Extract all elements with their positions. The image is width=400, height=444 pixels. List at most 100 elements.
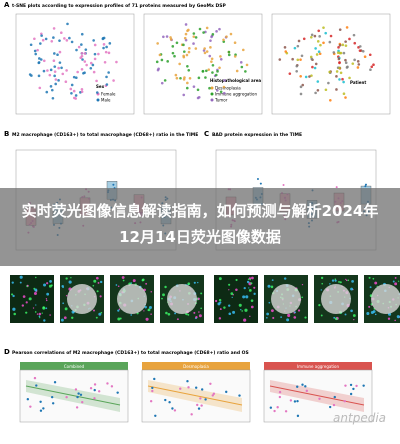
scatter-dot (70, 91, 73, 95)
fluor-spot (397, 280, 400, 282)
scatter-dot (188, 76, 192, 80)
scatter-dot (240, 65, 244, 69)
fluor-spot (97, 281, 100, 284)
point (168, 401, 171, 404)
scatter-dot (372, 63, 375, 67)
scatter-dot (80, 32, 84, 36)
scatter-dot (322, 41, 325, 45)
plot-frame (271, 13, 391, 115)
scatter-dot (60, 66, 63, 70)
scatter-dot (370, 65, 374, 69)
point (77, 392, 80, 395)
overlay-title: 实时荧光图像信息解读指南，如何预测与解析2024年 (22, 202, 379, 220)
fluor-spot (223, 306, 226, 309)
scatter-dot (80, 88, 84, 91)
scatter-dot (317, 29, 321, 33)
scatter-dot (83, 71, 86, 75)
facet-label: Desmoplasia (183, 364, 209, 369)
fluor-spot (344, 313, 347, 316)
point (344, 384, 347, 387)
fluor-spot (243, 318, 247, 322)
scatter-dot (108, 42, 112, 45)
scatter-dot (198, 27, 202, 31)
facet-header (20, 362, 128, 370)
scatter-dot (187, 50, 191, 54)
fluor-spot (329, 283, 331, 285)
scatter-dot (235, 69, 239, 73)
scatter-dot (105, 45, 108, 49)
fluor-spot (249, 315, 251, 318)
scatter-dot (65, 69, 68, 72)
scatter-dot (173, 54, 176, 58)
point (93, 397, 96, 400)
scatter-dot (53, 74, 56, 78)
fluor-spot (12, 307, 16, 311)
scatter-dot (314, 62, 318, 66)
scatter-dot (102, 43, 106, 46)
point (212, 392, 216, 395)
fluor-spot (92, 284, 95, 287)
fluor-spot (45, 299, 48, 302)
scatter-dot (318, 52, 322, 56)
point (296, 414, 300, 418)
scatter-dot (95, 79, 98, 83)
fluor-spot (244, 308, 248, 312)
fluor-spot (248, 287, 250, 289)
fluor-spot (150, 290, 153, 293)
scatter-dot (314, 91, 317, 95)
point (364, 185, 367, 188)
scatter-dot (58, 50, 62, 54)
point (238, 394, 241, 397)
scatter-dot (72, 75, 76, 79)
scatter-dot (69, 87, 73, 91)
fluor-spot (143, 310, 145, 312)
scatter-dot (216, 70, 219, 73)
scatter-dot (37, 61, 41, 65)
scatter-dot (223, 91, 226, 95)
point (269, 406, 273, 409)
scatter-dot (182, 54, 185, 58)
scatter-dot (338, 61, 341, 65)
scatter-dot (295, 64, 299, 68)
scatter-dot (102, 46, 105, 50)
fluor-spot (246, 280, 250, 284)
fluor-spot (42, 306, 46, 310)
scatter-dot (53, 52, 56, 55)
scatter-dot (188, 47, 191, 50)
fluor-spot (271, 279, 274, 282)
scatter-dot (104, 50, 108, 54)
scatter-dot (313, 66, 317, 70)
scatter-dot (223, 79, 226, 82)
fluor-spot (70, 277, 72, 279)
scatter-dot (197, 76, 201, 80)
scatter-dot (174, 73, 178, 77)
scatter-dot (278, 58, 282, 61)
fluor-spot (34, 288, 38, 292)
fluor-spot (13, 312, 16, 316)
point (200, 388, 204, 391)
fluor-spot (353, 319, 355, 321)
fluor-spot (49, 314, 51, 316)
legend-swatch (210, 86, 214, 90)
roi (67, 284, 97, 314)
fluor-spot (96, 290, 99, 293)
fluor-spot (198, 314, 202, 318)
fluor-spot (235, 278, 238, 282)
scatter-dot (84, 48, 88, 51)
scatter-dot (79, 56, 83, 59)
scatter-dot (227, 53, 231, 57)
scatter-dot (311, 65, 314, 69)
scatter-dot (56, 53, 59, 57)
facet-header (264, 362, 372, 370)
scatter-dot (115, 60, 118, 64)
fluor-spot (253, 292, 256, 295)
fluor-spot (65, 295, 68, 297)
fluor-spot (351, 279, 354, 283)
scatter-dot (156, 42, 159, 45)
scatter-dot (211, 71, 214, 74)
scatter-dot (70, 83, 74, 87)
fluor-spot (215, 299, 218, 303)
fluor-spot (197, 281, 199, 284)
scatter-dot (344, 58, 347, 62)
scatter-dot (339, 51, 343, 55)
